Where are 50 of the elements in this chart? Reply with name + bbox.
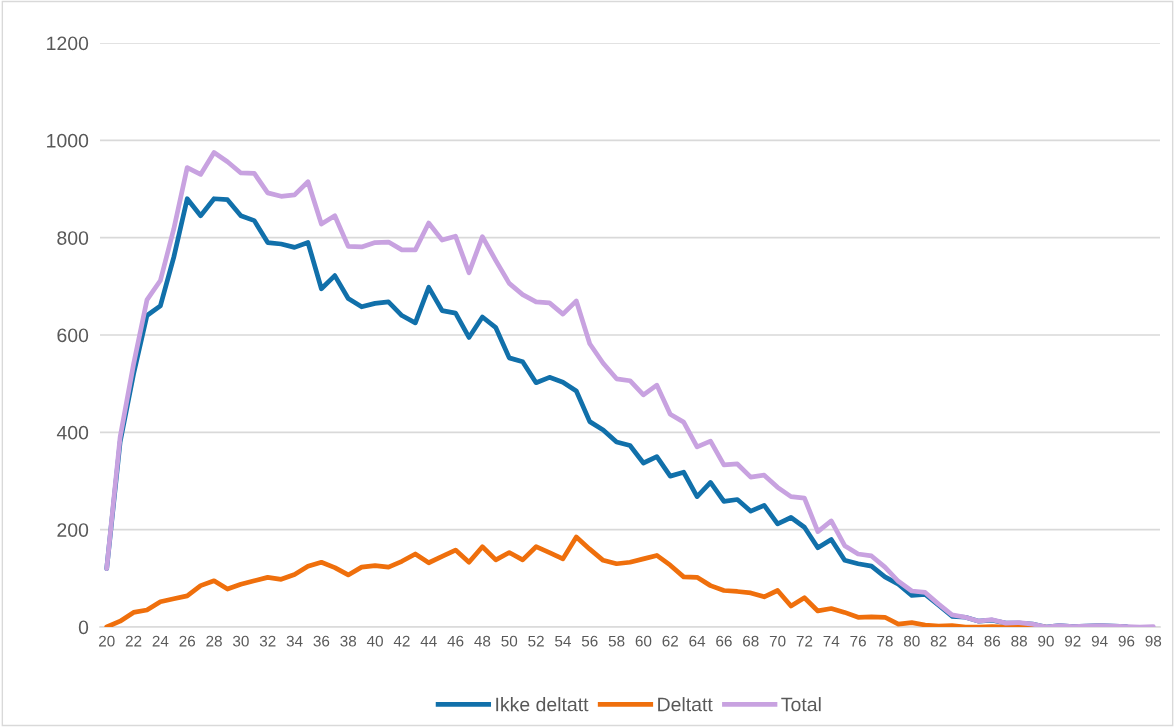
x-tick-label: 26 bbox=[179, 635, 196, 647]
x-tick-label: 56 bbox=[581, 635, 598, 647]
x-tick-label: 24 bbox=[152, 635, 169, 647]
x-tick-label: 72 bbox=[796, 635, 813, 647]
x-tick-label: 64 bbox=[689, 635, 706, 647]
x-tick-label: 38 bbox=[340, 635, 357, 647]
x-tick-label: 92 bbox=[1065, 635, 1081, 647]
x-tick-label: 60 bbox=[635, 635, 652, 647]
x-tick-label: 54 bbox=[555, 635, 571, 647]
x-tick-label: 20 bbox=[98, 635, 115, 647]
x-tick-label: 30 bbox=[232, 635, 249, 647]
x-tick-label: 34 bbox=[286, 635, 303, 647]
x-tick-label: 22 bbox=[125, 635, 142, 647]
y-tick-label: 1000 bbox=[47, 133, 89, 148]
y-tick-label: 400 bbox=[56, 425, 89, 440]
x-tick-label: 70 bbox=[769, 635, 786, 647]
x-tick-label: 94 bbox=[1091, 635, 1108, 647]
x-tick-label: 58 bbox=[608, 635, 625, 647]
x-tick-label: 90 bbox=[1038, 635, 1054, 647]
legend-label: Ikke deltatt bbox=[496, 697, 589, 712]
x-tick-label: 84 bbox=[957, 635, 974, 647]
y-tick-label: 600 bbox=[57, 328, 89, 343]
x-tick-label: 82 bbox=[930, 635, 947, 647]
x-tick-label: 42 bbox=[393, 635, 410, 647]
x-tick-label: 74 bbox=[823, 635, 840, 647]
y-tick-label: 0 bbox=[78, 620, 89, 635]
x-tick-label: 76 bbox=[850, 635, 866, 647]
x-tick-label: 98 bbox=[1145, 635, 1162, 647]
y-tick-label: 1200 bbox=[47, 36, 89, 51]
x-tick-label: 32 bbox=[259, 635, 276, 647]
x-tick-label: 50 bbox=[501, 635, 518, 647]
x-tick-label: 52 bbox=[528, 635, 544, 647]
y-tick-label: 800 bbox=[57, 231, 89, 245]
x-tick-label: 48 bbox=[474, 635, 491, 647]
x-tick-label: 46 bbox=[447, 635, 464, 647]
x-tick-label: 66 bbox=[716, 635, 732, 647]
x-tick-label: 68 bbox=[743, 635, 759, 647]
legend-label: Deltatt bbox=[658, 697, 713, 712]
x-tick-label: 86 bbox=[984, 635, 1001, 647]
x-tick-label: 40 bbox=[366, 635, 383, 647]
x-tick-label: 28 bbox=[206, 635, 222, 647]
x-tick-label: 36 bbox=[313, 635, 330, 647]
x-tick-label: 96 bbox=[1118, 635, 1135, 647]
y-tick-label: 200 bbox=[57, 523, 89, 537]
legend-label: Total bbox=[781, 697, 821, 712]
x-tick-label: 88 bbox=[1011, 635, 1027, 647]
x-tick-label: 62 bbox=[662, 635, 678, 647]
x-tick-label: 78 bbox=[877, 635, 893, 647]
x-tick-label: 80 bbox=[903, 635, 920, 647]
x-tick-label: 44 bbox=[420, 635, 437, 647]
